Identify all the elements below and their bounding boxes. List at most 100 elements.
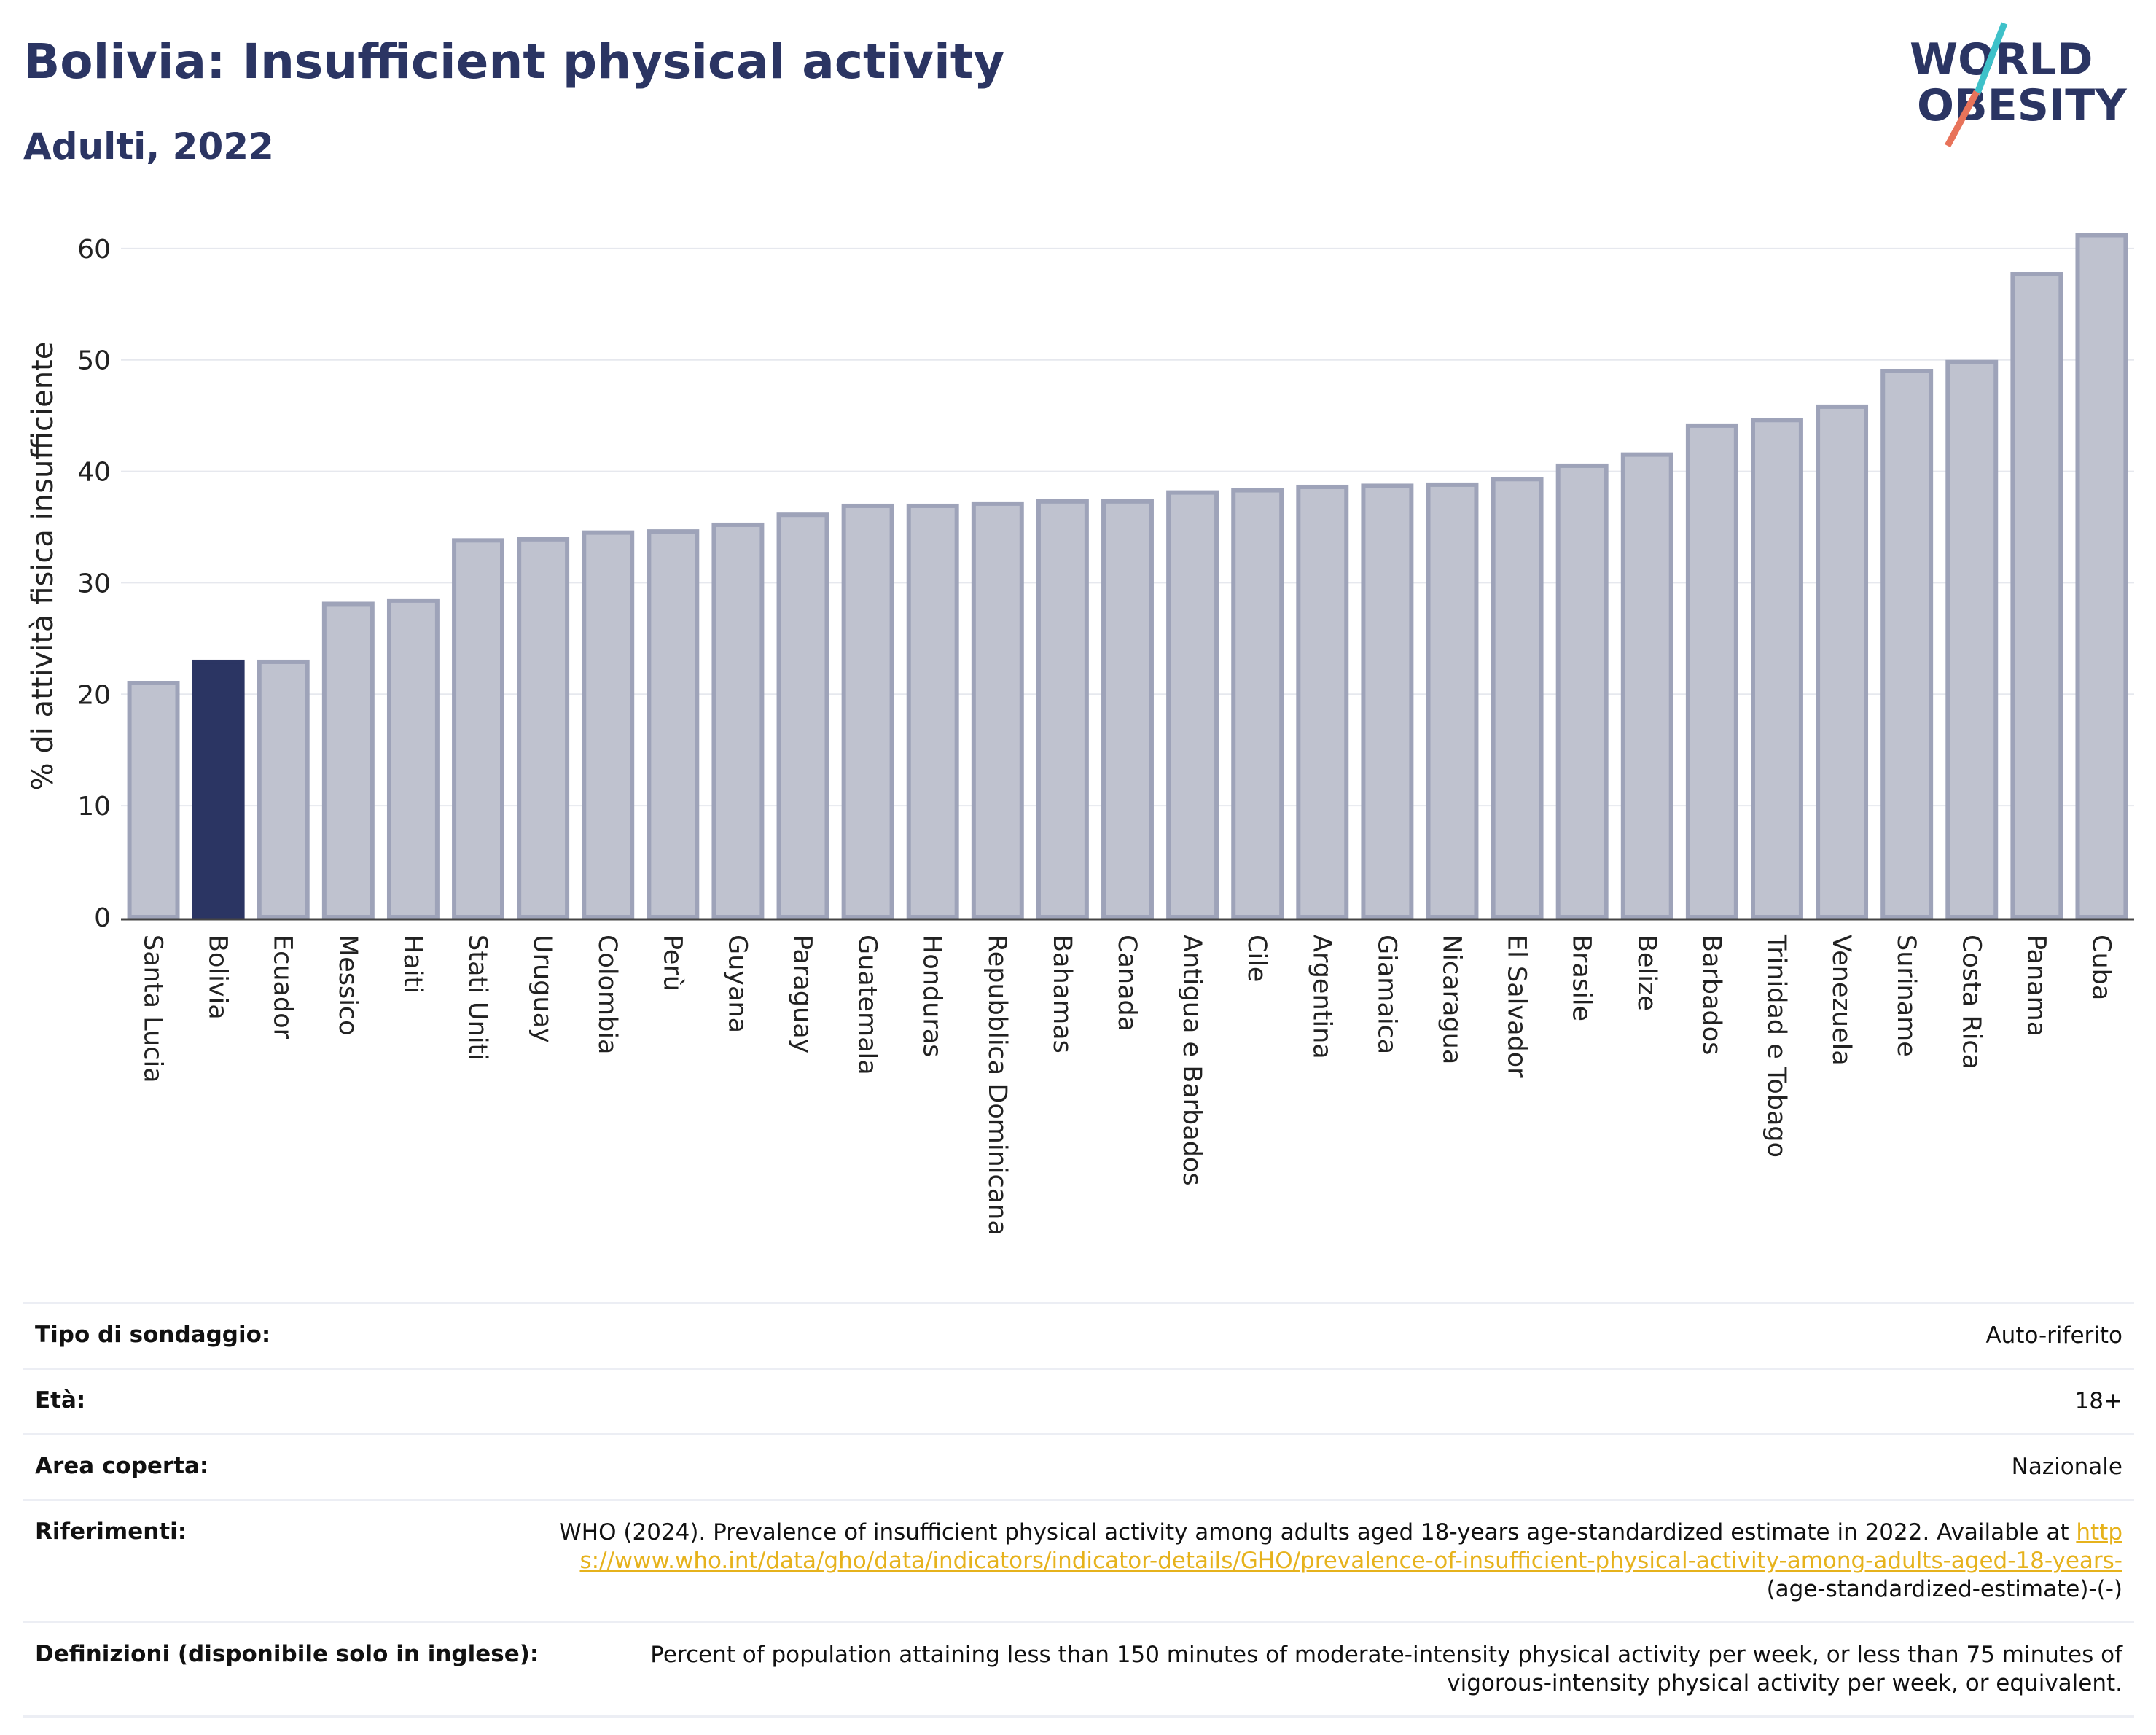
bar-bolivia [192, 659, 245, 919]
x-tick-label: Nicaragua [1437, 935, 1466, 1064]
x-tick-label: Suriname [1891, 935, 1921, 1057]
x-tick-label: Costa Rica [1956, 935, 1985, 1069]
bar-antigua-e-barbados [1166, 490, 1219, 919]
bar-giamaica [1361, 483, 1414, 919]
x-tick-label: Barbados [1697, 935, 1726, 1055]
bar-trinidad-e-tobago [1751, 418, 1803, 919]
bar-stati-uniti [452, 538, 504, 919]
bar-honduras [906, 503, 959, 919]
bar-repubblica-dominicana [971, 501, 1024, 919]
bar-paraguay [776, 512, 829, 919]
bar-guyana [711, 522, 765, 919]
bar-ecuador [257, 659, 310, 919]
x-tick-label: Giamaica [1372, 935, 1401, 1054]
bar-bahamas [1036, 499, 1089, 919]
bar-cuba [2075, 233, 2128, 919]
logo-slash-teal [1973, 22, 2008, 96]
bar-belize [1620, 452, 1673, 919]
bar-per- [647, 529, 700, 919]
x-tick-label: Venezuela [1827, 935, 1856, 1066]
x-tick-label: Repubblica Dominicana [983, 935, 1012, 1236]
bar-venezuela [1816, 404, 1869, 919]
x-axis-labels: Santa Lucia Bolivia Ecuador Messico Haiti Sta… [138, 934, 2116, 1236]
page-title: Bolivia: Insufficient physical activity [23, 34, 1005, 90]
info-label: Area coperta: [35, 1453, 209, 1479]
y-tick-label: 30 [77, 569, 111, 599]
bar-cile [1231, 488, 1284, 919]
x-tick-label: Messico [333, 935, 362, 1036]
reference-text-after: (age-standardized-estimate)-(-) [1766, 1576, 2122, 1602]
x-tick-label: Uruguay [528, 935, 557, 1043]
bar-uruguay [517, 537, 570, 919]
bar-panama [2010, 272, 2063, 919]
bar-suriname [1880, 369, 1934, 919]
x-tick-label: Trinidad e Tobago [1762, 934, 1791, 1158]
page-subtitle: Adulti, 2022 [23, 125, 274, 168]
x-tick-label: Paraguay [788, 935, 817, 1053]
info-row-area: Area coperta: Nazionale [23, 1435, 2134, 1501]
info-value: Percent of population attaining less tha… [650, 1642, 2122, 1696]
x-tick-label: Bahamas [1047, 935, 1077, 1053]
x-tick-label: Perù [657, 935, 687, 991]
bar-argentina [1296, 484, 1349, 919]
world-obesity-logo: WORLD OBESITY [1910, 22, 2128, 148]
x-tick-label: Guyana [722, 935, 751, 1033]
bar-barbados [1685, 423, 1738, 919]
bar-canada [1101, 499, 1154, 919]
info-value: Nazionale [2011, 1454, 2122, 1480]
info-table: Tipo di sondaggio: Auto-riferito Età: 18… [23, 1302, 2134, 1718]
reference-text: WHO (2024). Prevalence of insufficient p… [559, 1519, 2077, 1545]
bar-nicaragua [1426, 482, 1479, 919]
bar-chart: 0 10 20 30 40 50 60 Santa Lucia Bolivia Ecuador M… [26, 233, 2134, 1236]
x-tick-label: El Salvador [1502, 935, 1531, 1078]
info-row-definitions: Definizioni (disponibile solo in inglese… [23, 1623, 2134, 1718]
x-tick-label: Canada [1112, 935, 1141, 1032]
x-tick-label: Cile [1242, 935, 1271, 982]
x-tick-label: Bolivia [203, 935, 233, 1020]
x-tick-label: Colombia [593, 935, 622, 1054]
y-tick-label: 60 [77, 235, 111, 265]
x-tick-label: Brasile [1567, 935, 1596, 1021]
x-tick-label: Cuba [2086, 935, 2115, 1000]
bar-guatemala [841, 503, 894, 919]
info-row-survey-type: Tipo di sondaggio: Auto-riferito [23, 1304, 2134, 1370]
y-axis-ticks: 0 10 20 30 40 50 60 [77, 235, 111, 933]
x-tick-label: Argentina [1307, 935, 1336, 1059]
info-row-age: Età: 18+ [23, 1370, 2134, 1435]
y-tick-label: 20 [77, 680, 111, 710]
info-value: 18+ [2074, 1388, 2122, 1414]
x-tick-label: Antigua e Barbados [1177, 935, 1206, 1186]
x-tick-label: Ecuador [268, 935, 297, 1040]
bar-santa-lucia [127, 681, 180, 919]
x-tick-label: Stati Uniti [463, 935, 492, 1061]
reference-link[interactable]: https://www.who.int/data/gho/data/indica… [579, 1519, 2122, 1574]
bar-el-salvador [1491, 477, 1544, 919]
logo-text-obesity: OBESITY [1917, 80, 2128, 131]
y-tick-label: 40 [77, 458, 111, 488]
x-tick-label: Panama [2021, 935, 2050, 1037]
info-label: Riferimenti: [35, 1518, 187, 1545]
y-tick-label: 10 [77, 792, 111, 822]
info-value: WHO (2024). Prevalence of insufficient p… [555, 1518, 2122, 1604]
bars [127, 233, 2128, 920]
bar-costa-rica [1945, 359, 1999, 919]
x-tick-label: Belize [1632, 935, 1661, 1011]
logo-slash-coral [1945, 90, 1980, 148]
x-tick-label: Haiti [398, 935, 427, 994]
info-label: Definizioni (disponibile solo in inglese… [35, 1641, 539, 1667]
bar-messico [321, 601, 375, 919]
y-tick-label: 0 [94, 903, 111, 933]
info-label: Età: [35, 1387, 86, 1414]
info-value: Auto-riferito [1985, 1322, 2122, 1349]
bar-brasile [1555, 463, 1609, 919]
info-row-references: Riferimenti: WHO (2024). Prevalence of i… [23, 1501, 2134, 1623]
x-tick-label: Honduras [918, 935, 947, 1057]
y-axis-label: % di attività fisica insufficiente [26, 342, 60, 791]
x-tick-label: Guatemala [853, 935, 882, 1075]
bar-colombia [582, 530, 635, 919]
y-tick-label: 50 [77, 346, 111, 376]
info-label: Tipo di sondaggio: [35, 1322, 271, 1348]
bar-haiti [386, 598, 440, 920]
logo-text-world: WORLD [1910, 34, 2093, 85]
x-tick-label: Santa Lucia [138, 935, 168, 1083]
